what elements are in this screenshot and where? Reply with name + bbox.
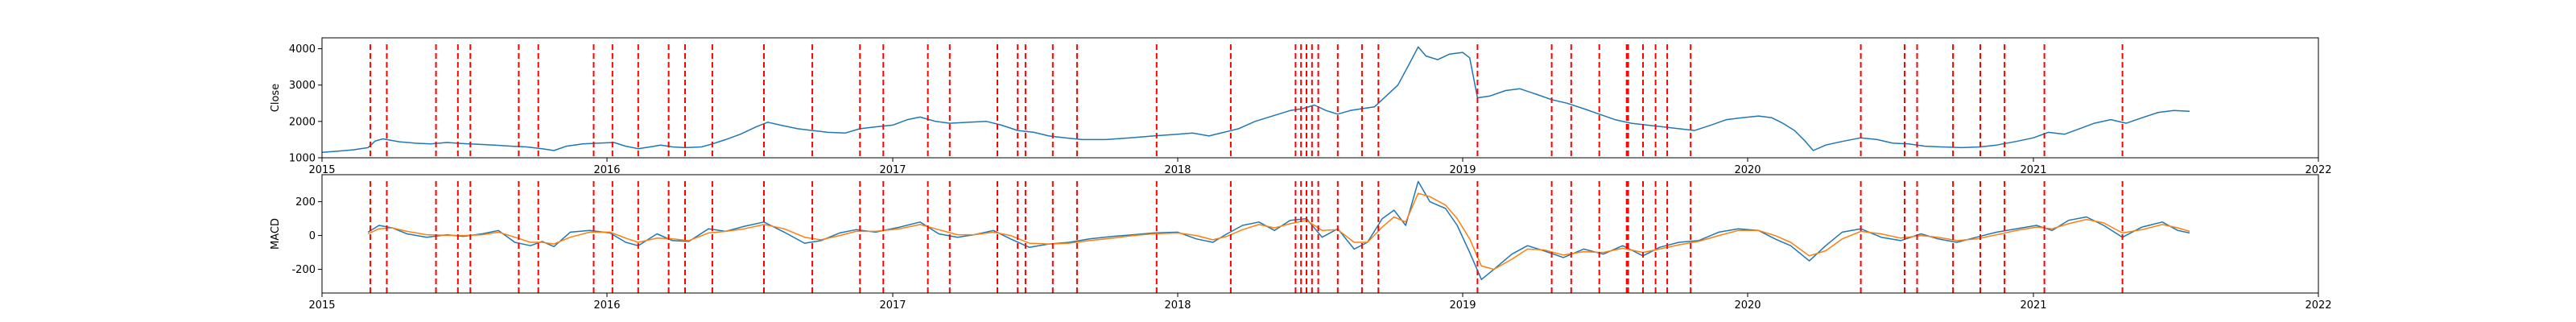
y-tick-label: -200 — [291, 264, 316, 276]
x-tick-label: 2020 — [1734, 299, 1761, 312]
y-axis-label: MACD — [270, 218, 282, 250]
x-tick-label: 2019 — [1449, 164, 1476, 176]
x-tick-label: 2015 — [308, 299, 335, 312]
x-tick-label: 2017 — [879, 164, 906, 176]
series-line-2 — [367, 192, 2190, 270]
y-tick-label: 3000 — [289, 80, 316, 92]
x-tick-label: 2022 — [2305, 164, 2331, 176]
y-tick-label: 200 — [295, 196, 316, 208]
x-tick-label: 2021 — [2020, 299, 2046, 312]
x-tick-label: 2018 — [1164, 299, 1191, 312]
plot-frame — [321, 37, 2319, 159]
plot-frame — [321, 174, 2319, 294]
x-tick-label: 2021 — [2020, 164, 2046, 176]
x-tick-label: 2020 — [1734, 164, 1761, 176]
x-tick-label: 2017 — [879, 299, 906, 312]
y-axis-label: Close — [270, 84, 282, 112]
y-tick-label: 1000 — [289, 153, 316, 165]
series-line-1 — [321, 46, 2190, 153]
x-tick-label: 2016 — [593, 164, 620, 176]
y-tick-label: 2000 — [289, 116, 316, 128]
chart-panel-1: 2015 2016 2017 2018 2019 2020 2021 2022 1000 2000… — [270, 37, 2332, 176]
y-tick-label: 4000 — [289, 43, 316, 56]
chart-panel-2: 2015 2016 2017 2018 2019 2020 2021 2022 -200 0 200… — [270, 174, 2332, 312]
x-tick-label: 2015 — [308, 164, 335, 176]
x-tick-label: 2016 — [593, 299, 620, 312]
x-tick-label: 2019 — [1449, 299, 1476, 312]
x-tick-label: 2018 — [1164, 164, 1191, 176]
y-tick-label: 0 — [309, 230, 316, 242]
x-tick-label: 2022 — [2305, 299, 2331, 312]
